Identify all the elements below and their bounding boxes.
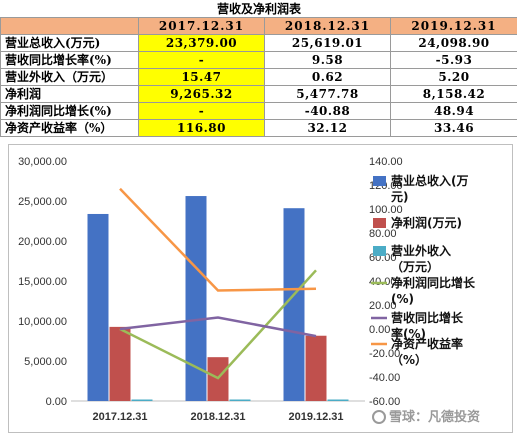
bar-2 <box>305 335 327 401</box>
table-row: 净资产收益率（%） 116.80 32.12 33.46 <box>0 119 517 137</box>
right-axis-tick-label: 100.00 <box>369 204 403 216</box>
x-axis-category-label: 2018.12.31 <box>190 411 245 423</box>
series-line-3 <box>119 187 317 292</box>
legend-label: 营业总收入(万 <box>391 173 469 188</box>
table-title: 营收及净利润表 <box>0 0 517 18</box>
watermark: 雪球：凡德投资 <box>372 406 480 425</box>
legend-swatch <box>373 176 386 186</box>
series-line-1 <box>119 269 317 380</box>
table-cell: 23,379.00 <box>138 34 265 52</box>
table-title-row: 营收及净利润表 <box>0 0 517 18</box>
combo-chart: 0.00 5,000.00 10,000.00 15,000.00 20,000.00 2… <box>18 156 476 423</box>
table-header-row: 2017.12.31 2018.12.31 2019.12.31 <box>0 17 517 35</box>
table-cell: - <box>138 102 265 120</box>
row-label: 净利润 <box>0 85 139 103</box>
table-cell: - <box>138 51 265 69</box>
table-cell: 116.80 <box>138 119 265 137</box>
legend-swatch <box>373 246 386 256</box>
right-axis-tick-label: 80.00 <box>369 228 397 240</box>
table-row: 净利润 9,265.32 5,477.78 8,158.42 <box>0 85 517 103</box>
table-cell: -5.93 <box>389 51 517 69</box>
legend-label: 净利润(万元) <box>391 215 462 230</box>
legend-label: （%） <box>391 352 427 367</box>
legend-swatch <box>373 218 386 228</box>
row-label: 净资产收益率（%） <box>0 119 139 137</box>
x-axis-category-label: 2019.12.31 <box>288 411 343 423</box>
left-axis-tick-label: 25,000.00 <box>18 196 67 208</box>
legend-label: 营收同比增长 <box>391 310 464 325</box>
column-header <box>0 17 139 35</box>
right-axis-tick-label: 140.00 <box>369 156 403 168</box>
bar-3 <box>327 399 349 401</box>
table-cell: 25,619.01 <box>264 34 391 52</box>
table-cell: 32.12 <box>264 119 391 137</box>
right-axis-tick-label: 0.00 <box>369 324 390 336</box>
table-cell: 8,158.42 <box>389 85 517 103</box>
legend-label: 净利润同比增长 <box>391 275 476 290</box>
table-cell: 9,265.32 <box>138 85 265 103</box>
table-cell: 5.20 <box>389 68 517 86</box>
bar-2 <box>109 326 131 401</box>
table-row: 营收同比增长率(%) -9.58 -5.93 <box>0 51 517 69</box>
column-header: 2019.12.31 <box>389 17 517 35</box>
chart-frame: 0.00 5,000.00 10,000.00 15,000.00 20,000.00 2… <box>8 144 513 433</box>
right-axis-tick-label: -40.00 <box>369 372 400 384</box>
bar-1 <box>87 213 109 401</box>
left-axis-tick-label: 5,000.00 <box>24 356 67 368</box>
legend-label: 营业外收入 <box>391 243 451 258</box>
row-label: 净利润同比增长(%) <box>0 102 139 120</box>
row-label: 营收同比增长率(%) <box>0 51 139 69</box>
legend-label: （万元） <box>391 259 439 274</box>
column-header: 2018.12.31 <box>264 17 391 35</box>
bar-1 <box>283 208 305 401</box>
table-cell: 0.62 <box>264 68 391 86</box>
table-cell: -40.88 <box>264 102 391 120</box>
left-axis-tick-label: 15,000.00 <box>18 276 67 288</box>
table-row: 净利润同比增长(%) - -40.88 48.94 <box>0 102 517 120</box>
left-axis-tick-label: 20,000.00 <box>18 236 67 248</box>
bar-1 <box>185 196 207 401</box>
row-label: 营业总收入(万元) <box>0 34 139 52</box>
row-label: 营业外收入（万元） <box>0 68 139 86</box>
legend-label: 率(%) <box>391 326 426 341</box>
table-cell: 9.58 <box>264 51 391 69</box>
table-row: 营业总收入(万元) 23,379.00 25,619.01 24,098.90 <box>0 34 517 52</box>
bar-3 <box>131 399 153 401</box>
legend-label: 元) <box>391 190 409 204</box>
financial-table: 营收及净利润表 2017.12.31 2018.12.31 2019.12.31 营业总… <box>0 0 517 137</box>
snowball-logo-icon <box>372 410 386 424</box>
x-axis-category-label: 2017.12.31 <box>92 411 147 423</box>
table-cell: 15.47 <box>138 68 265 86</box>
table-cell: 5,477.78 <box>264 85 391 103</box>
left-axis-tick-label: 30,000.00 <box>18 156 67 168</box>
watermark-text: 雪球：凡德投资 <box>389 410 481 425</box>
table-cell: 48.94 <box>389 102 517 120</box>
legend-label: (%) <box>391 292 414 306</box>
table-row: 营业外收入（万元） 15.47 0.62 5.20 <box>0 68 517 86</box>
left-axis-tick-label: 0.00 <box>46 396 67 408</box>
right-axis-tick-label: -60.00 <box>369 396 400 408</box>
left-axis-tick-label: 10,000.00 <box>18 316 67 328</box>
table-cell: 33.46 <box>389 119 517 137</box>
right-axis-tick-label: 20.00 <box>369 300 397 312</box>
legend-label: 净资产收益率 <box>391 336 463 351</box>
column-header: 2017.12.31 <box>138 17 265 35</box>
series-line-2 <box>119 316 317 338</box>
bar-3 <box>229 399 251 401</box>
table-cell: 24,098.90 <box>389 34 517 52</box>
right-axis-tick-label: -20.00 <box>369 348 400 360</box>
